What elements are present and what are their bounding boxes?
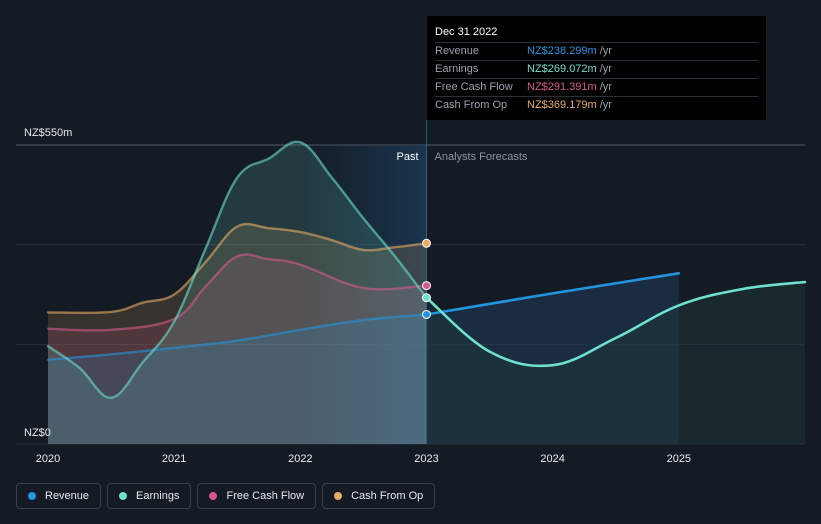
tooltip-unit-earnings: /yr (599, 63, 612, 75)
area-free-cash-flow (48, 254, 427, 444)
past-label: Past (396, 151, 418, 163)
tooltip-date: Dec 31 2022 (435, 26, 498, 38)
forecast-line-revenue (425, 272, 681, 316)
area-revenue (48, 314, 427, 444)
tooltip-row-earnings: Earnings NZ$269.072m /yr (435, 60, 758, 78)
forecast-line-earnings (425, 280, 807, 368)
y-axis-label-min: NZ$0 (24, 427, 51, 439)
legend-label-revenue: Revenue (45, 490, 90, 502)
earnings-dot-icon (119, 492, 128, 500)
x-tick-label-2024: 2024 (540, 453, 564, 465)
tooltip-row-revenue: Revenue NZ$238.299m /yr (435, 42, 758, 60)
forecast-area-earnings (426, 282, 805, 444)
marker-earnings (422, 293, 431, 303)
cash-from-op-dot-icon (334, 492, 343, 500)
tooltip-value-revenue: NZ$238.299m (527, 45, 597, 57)
x-tick-label-2020: 2020 (36, 453, 60, 465)
tooltip-unit-revenue: /yr (599, 45, 612, 57)
legend-item-revenue[interactable]: Revenue (16, 483, 102, 509)
tooltip-label-earnings: Earnings (435, 63, 479, 75)
legend-label-earnings: Earnings (136, 490, 180, 502)
tooltip-row-cash-from-op: Cash From Op NZ$369.179m /yr (435, 96, 758, 114)
tooltip-unit-free-cash-flow: /yr (599, 81, 612, 93)
tooltip-row-free-cash-flow: Free Cash Flow NZ$291.391m /yr (435, 78, 758, 96)
forecast-area-revenue (426, 273, 679, 444)
x-tick-label-2021: 2021 (162, 453, 186, 465)
tooltip-value-free-cash-flow: NZ$291.391m (527, 81, 597, 93)
area-earnings (48, 141, 427, 444)
legend-label-cash-from-op: Cash From Op (351, 490, 424, 502)
tooltip-unit-cash-from-op: /yr (599, 99, 612, 111)
x-tick-label-2022: 2022 (288, 453, 312, 465)
y-axis-label-max: NZ$550m (24, 127, 72, 139)
past-highlight-band (300, 145, 427, 444)
legend-item-cash-from-op[interactable]: Cash From Op (322, 483, 436, 509)
marker-revenue (422, 309, 431, 319)
x-tick-label-2025: 2025 (667, 453, 691, 465)
legend-item-free-cash-flow[interactable]: Free Cash Flow (197, 483, 317, 509)
line-free-cash-flow (46, 253, 428, 332)
x-tick-label-2023: 2023 (414, 453, 438, 465)
forecast-label: Analysts Forecasts (435, 151, 528, 163)
legend-item-earnings[interactable]: Earnings (107, 483, 192, 509)
line-revenue (46, 313, 428, 361)
tooltip-value-earnings: NZ$269.072m (527, 63, 597, 75)
free-cash-flow-dot-icon (209, 492, 218, 500)
marker-free-cash-flow (422, 281, 431, 291)
tooltip-label-cash-from-op: Cash From Op (435, 99, 508, 111)
tooltip-label-free-cash-flow: Free Cash Flow (435, 81, 513, 93)
tooltip: Dec 31 2022 Revenue NZ$238.299m /yr Earn… (427, 16, 766, 120)
tooltip-value-cash-from-op: NZ$369.179m (527, 99, 597, 111)
tooltip-label-revenue: Revenue (435, 45, 480, 57)
legend: Revenue Earnings Free Cash Flow Cash Fro… (16, 483, 436, 509)
area-cash-from-op (48, 224, 427, 444)
line-cash-from-op (46, 222, 428, 315)
line-earnings (46, 140, 428, 399)
legend-label-free-cash-flow: Free Cash Flow (226, 490, 305, 502)
marker-cash-from-op (422, 238, 431, 248)
revenue-dot-icon (28, 492, 36, 500)
